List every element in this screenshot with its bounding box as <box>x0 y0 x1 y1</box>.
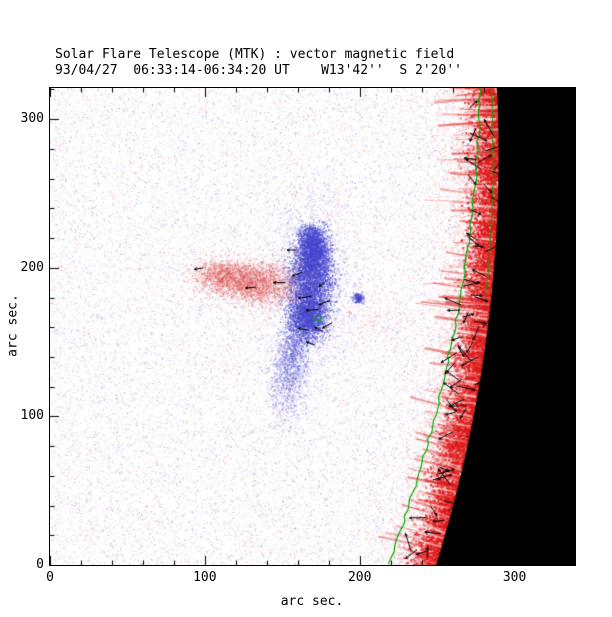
y-tick-label: 300 <box>20 111 44 127</box>
x-axis-title: arc sec. <box>280 594 344 609</box>
x-tick-label: 200 <box>347 570 372 585</box>
y-tick-label: 100 <box>20 408 44 424</box>
plot-subtitle: 93/04/27 06:33:14-06:34:20 UT W13'42'' S… <box>55 63 462 78</box>
plot-area <box>49 87 576 566</box>
x-tick-label: 300 <box>502 570 527 585</box>
y-tick-label: 0 <box>36 557 44 572</box>
plot-title: Solar Flare Telescope (MTK) : vector mag… <box>55 47 455 62</box>
y-axis-title: arc sec. <box>5 294 21 357</box>
x-tick-label: 100 <box>193 570 217 585</box>
y-tick-label: 200 <box>20 259 44 275</box>
magnetogram-canvas <box>50 88 575 565</box>
x-tick-label: 0 <box>46 570 54 585</box>
